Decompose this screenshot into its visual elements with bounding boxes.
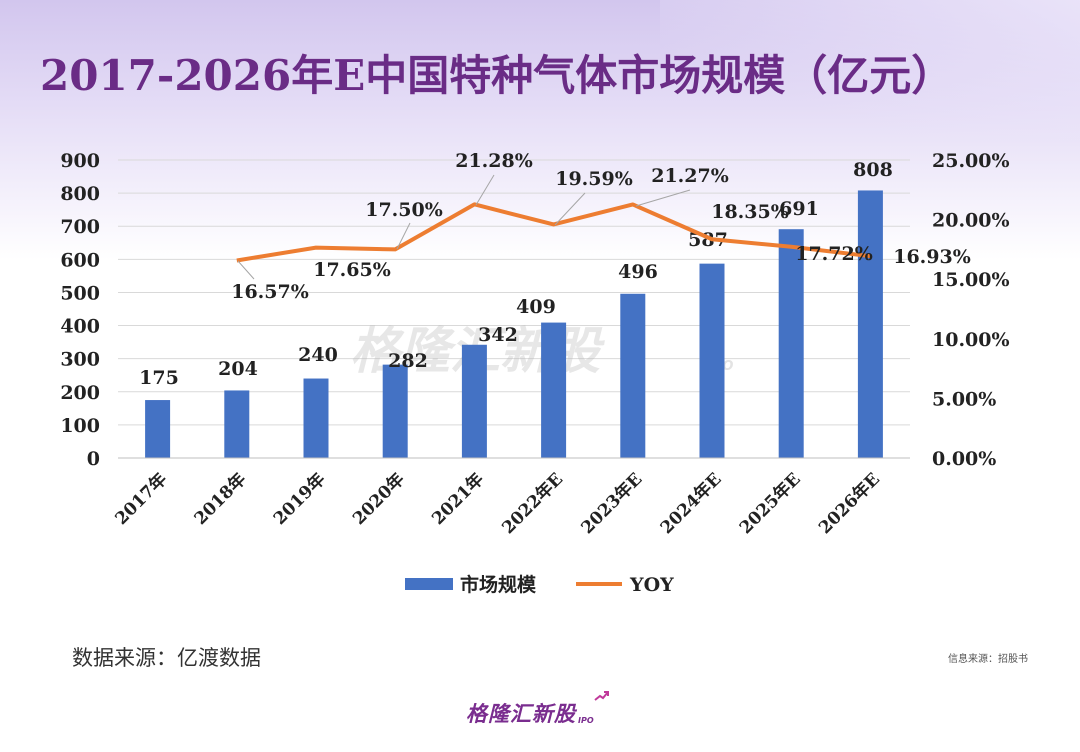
y-right-tick-label: 0.00% [932, 448, 996, 470]
y-left-tick-label: 0 [87, 448, 100, 470]
info-note: 信息来源：招股书 [948, 654, 1028, 665]
y-right-tick-label: 5.00% [932, 388, 996, 410]
y-left-tick-label: 400 [60, 316, 100, 338]
y-left-tick-label: 600 [60, 249, 100, 271]
footer-logo-text: 格隆汇新股 [466, 702, 576, 726]
y-right-tick-label: 10.00% [932, 329, 1010, 351]
bar [224, 390, 250, 458]
yoy-label-leader [554, 192, 586, 226]
x-tick-label: 2022年E [498, 469, 568, 539]
x-tick-label: 2021年 [428, 469, 488, 529]
bar [699, 263, 725, 458]
yoy-label-leader [475, 174, 495, 206]
x-tick-label: 2020年 [348, 469, 408, 529]
bar-value-label: 808 [853, 159, 893, 181]
yoy-value-label: 17.72% [795, 243, 873, 265]
bar-value-label: 691 [779, 198, 819, 220]
bar-value-label: 342 [478, 324, 518, 346]
bar-value-label: 282 [388, 350, 428, 372]
y-left-tick-label: 100 [60, 415, 100, 437]
yoy-value-label: 16.57% [231, 281, 309, 303]
x-tick-label: 2023年E [577, 469, 647, 539]
y-left-tick-label: 900 [60, 150, 100, 172]
trend-arrow-icon [594, 691, 609, 701]
bar-value-label: 409 [516, 296, 556, 318]
bar-value-label: 496 [618, 261, 658, 283]
x-tick-label: 2019年 [269, 469, 329, 529]
y-right-tick-label: 15.00% [932, 269, 1010, 291]
y-left-tick-label: 200 [60, 382, 100, 404]
x-tick-label: 2026年E [814, 469, 884, 539]
page-title: 2017-2026年E中国特种气体市场规模（亿元） [40, 51, 954, 100]
y-left-tick-label: 700 [60, 216, 100, 238]
bar-value-label: 204 [218, 358, 258, 380]
yoy-value-label: 18.35% [711, 201, 789, 223]
yoy-value-label: 19.59% [555, 168, 633, 190]
bar [303, 378, 329, 458]
legend-swatch-bar [405, 578, 453, 590]
source-note: 数据来源：亿渡数据 [72, 646, 261, 670]
bar [145, 400, 171, 458]
yoy-value-label: 16.93% [893, 246, 971, 268]
yoy-value-label: 17.50% [365, 199, 443, 221]
yoy-label-leader [635, 189, 691, 207]
y-left-tick-label: 300 [60, 349, 100, 371]
y-right-tick-label: 20.00% [932, 210, 1010, 232]
yoy-label-leader [237, 260, 255, 280]
x-tick-label: 2024年E [656, 469, 726, 539]
x-tick-label: 2017年 [111, 469, 171, 529]
yoy-label-leader [396, 222, 411, 250]
yoy-value-label: 17.65% [313, 259, 391, 281]
y-left-tick-label: 500 [60, 282, 100, 304]
bar [857, 190, 883, 458]
bar [778, 229, 804, 458]
yoy-line [236, 202, 871, 263]
footer-logo: 格隆汇新股 IPO [466, 688, 626, 728]
y-right-tick-label: 25.00% [932, 150, 1010, 172]
x-tick-label: 2025年E [735, 469, 805, 539]
bar [382, 364, 408, 458]
bar [541, 322, 567, 458]
bar [620, 293, 646, 458]
y-left-tick-label: 800 [60, 183, 100, 205]
legend-label-bar: 市场规模 [460, 573, 537, 596]
yoy-value-label: 21.27% [651, 165, 729, 187]
bar [461, 344, 487, 458]
header-background [0, 0, 1080, 260]
x-tick-label: 2018年 [190, 469, 250, 529]
bar-value-label: 240 [298, 344, 338, 366]
chart: 0 100 200 300 400 500 600 700 800 900 0.00% 5.00% 10… [60, 150, 1010, 596]
yoy-value-label: 21.28% [455, 150, 533, 172]
footer-logo-sub: IPO [578, 716, 594, 725]
bar-value-label: 175 [139, 367, 179, 389]
legend-label-line: YOY [629, 574, 674, 596]
